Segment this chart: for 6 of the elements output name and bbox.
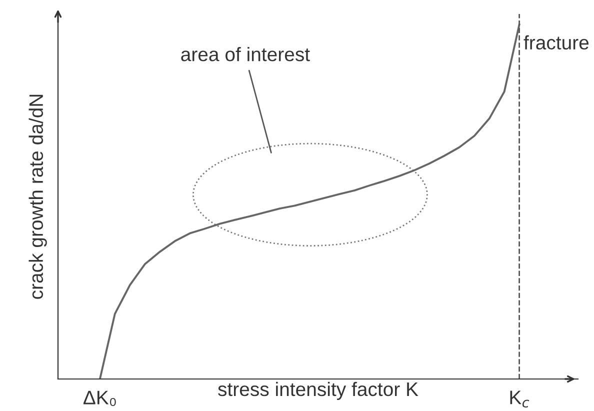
ref-line-label: fracture bbox=[524, 35, 589, 50]
annotation: area of interest bbox=[181, 46, 310, 62]
x-tick-label: ΔK₀ bbox=[84, 390, 116, 406]
x-axis-title: stress intensity factor K bbox=[218, 382, 418, 400]
y-axis-title: crack growth rate da/dN bbox=[28, 94, 47, 299]
x-tick-label: K$_{c}$ bbox=[510, 390, 530, 408]
